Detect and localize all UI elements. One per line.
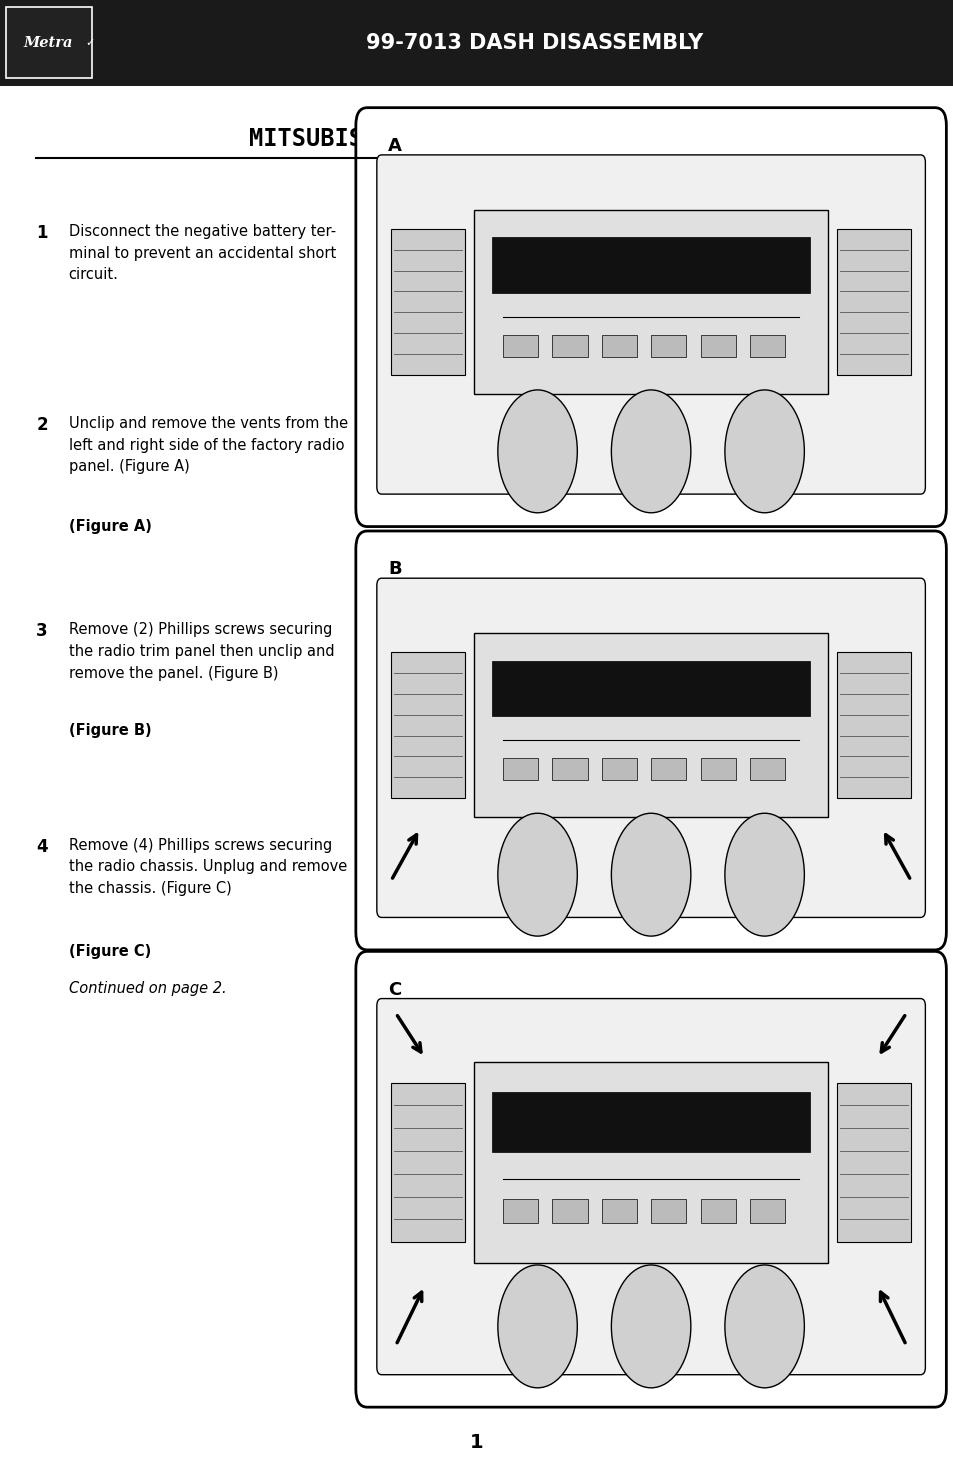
Circle shape (611, 1266, 690, 1388)
Bar (474, 633, 827, 817)
Text: C: C (388, 981, 401, 999)
Bar (474, 1062, 827, 1263)
Bar (552, 758, 587, 780)
Text: Metra: Metra (24, 35, 73, 50)
Text: (Figure A): (Figure A) (69, 519, 152, 534)
Bar (700, 335, 735, 357)
Text: 3: 3 (36, 622, 48, 640)
Bar (552, 335, 587, 357)
FancyBboxPatch shape (376, 999, 924, 1375)
Text: Unclip and remove the vents from the
left and right side of the factory radio
pa: Unclip and remove the vents from the lef… (69, 416, 348, 473)
Bar (492, 237, 809, 292)
FancyBboxPatch shape (0, 0, 953, 86)
Bar (837, 652, 910, 798)
Circle shape (724, 1266, 803, 1388)
Bar (601, 1199, 637, 1223)
Text: 99-7013 DASH DISASSEMBLY: 99-7013 DASH DISASSEMBLY (365, 32, 702, 53)
Bar (502, 1199, 537, 1223)
Bar (650, 1199, 686, 1223)
Bar (492, 1092, 809, 1152)
Text: B: B (388, 560, 401, 578)
Text: 1: 1 (470, 1434, 483, 1451)
Circle shape (497, 1266, 577, 1388)
Bar (837, 229, 910, 375)
Bar (601, 758, 637, 780)
Bar (552, 1199, 587, 1223)
Text: (Figure C): (Figure C) (69, 944, 151, 959)
Bar (502, 758, 537, 780)
Bar (749, 758, 784, 780)
FancyBboxPatch shape (355, 951, 945, 1407)
Text: 4: 4 (36, 838, 48, 856)
FancyBboxPatch shape (376, 155, 924, 494)
Text: ✓: ✓ (85, 38, 94, 47)
Text: Remove (4) Phillips screws securing
the radio chassis. Unplug and remove
the cha: Remove (4) Phillips screws securing the … (69, 838, 347, 895)
FancyBboxPatch shape (376, 578, 924, 917)
Text: Continued on page 2.: Continued on page 2. (69, 981, 226, 996)
Bar (391, 652, 464, 798)
Bar (837, 1083, 910, 1242)
Bar (474, 209, 827, 394)
FancyBboxPatch shape (355, 531, 945, 950)
FancyBboxPatch shape (355, 108, 945, 527)
Text: 2: 2 (36, 416, 48, 434)
Circle shape (724, 813, 803, 937)
Circle shape (497, 389, 577, 513)
Bar (650, 758, 686, 780)
Bar (502, 335, 537, 357)
Text: 1: 1 (36, 224, 48, 242)
Bar (700, 1199, 735, 1223)
Text: MITSUBISHI OUTLANDER   2007-2010: MITSUBISHI OUTLANDER 2007-2010 (249, 127, 704, 150)
Bar (391, 1083, 464, 1242)
Bar (749, 1199, 784, 1223)
Bar (492, 661, 809, 715)
Circle shape (611, 389, 690, 513)
Text: (Figure B): (Figure B) (69, 723, 152, 738)
Circle shape (611, 813, 690, 937)
Text: Disconnect the negative battery ter-
minal to prevent an accidental short
circui: Disconnect the negative battery ter- min… (69, 224, 335, 282)
Text: A: A (388, 137, 402, 155)
Bar (601, 335, 637, 357)
Bar (749, 335, 784, 357)
Circle shape (497, 813, 577, 937)
Circle shape (724, 389, 803, 513)
Bar (650, 335, 686, 357)
Text: Remove (2) Phillips screws securing
the radio trim panel then unclip and
remove : Remove (2) Phillips screws securing the … (69, 622, 334, 680)
Bar (700, 758, 735, 780)
Bar (391, 229, 464, 375)
FancyBboxPatch shape (6, 7, 91, 78)
